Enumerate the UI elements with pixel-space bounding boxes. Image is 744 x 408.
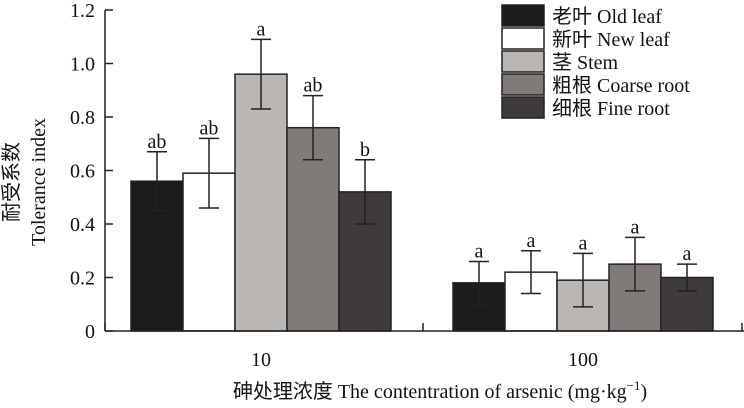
y-tick-label: 0.6 [70,161,95,183]
significance-label: a [579,232,588,254]
y-tick-label: 0.2 [70,268,95,290]
legend-label: 细根 Fine root [552,97,670,120]
significance-label: ab [200,117,219,139]
legend-swatch [501,27,545,50]
significance-label: a [257,18,266,40]
y-tick-label: 0 [85,321,95,343]
legend-label: 粗根 Coarse root [552,74,690,97]
legend-swatch [501,4,545,27]
y-axis-title-en: Tolerance index [28,118,50,246]
x-axis-title-close: ) [640,381,647,403]
legend-label: 茎 Stem [552,51,619,74]
legend-label: 新叶 New leaf [552,28,670,51]
y-tick-label: 0.8 [70,107,95,129]
significance-labels-layer: ab ab a ab b a a a a a [148,18,692,265]
y-ticks-layer: 0 0.2 0.4 0.6 0.8 1.0 1.2 [70,0,113,343]
significance-label: a [527,230,536,252]
legend-swatch [501,50,545,73]
error-bars-layer [147,38,697,308]
x-axis-title-main: 砷处理浓度 The contentration of arsenic (mg·k… [233,380,627,403]
x-ticks-layer: 10 100 [251,349,598,371]
legend-label: 老叶 Old leaf [552,5,662,28]
x-tick-label: 10 [251,349,271,371]
x-axis-title: 砷处理浓度 The contentration of arsenic (mg·k… [233,378,647,403]
y-tick-label: 1.0 [70,54,95,76]
significance-label: ab [148,131,167,153]
y-tick-label: 0.4 [70,214,95,236]
x-axis-title-sup: −1 [627,378,641,393]
legend-swatch [501,73,545,96]
significance-label: a [475,240,484,262]
legend-swatch [501,96,545,119]
significance-label: ab [304,75,323,97]
significance-label: b [360,139,370,161]
bar [234,73,288,332]
significance-label: a [631,216,640,238]
x-tick-label: 100 [568,349,598,371]
y-axis-title-cn: 耐受系数 [0,142,23,222]
significance-label: a [683,243,692,265]
y-tick-label: 1.2 [70,0,95,22]
